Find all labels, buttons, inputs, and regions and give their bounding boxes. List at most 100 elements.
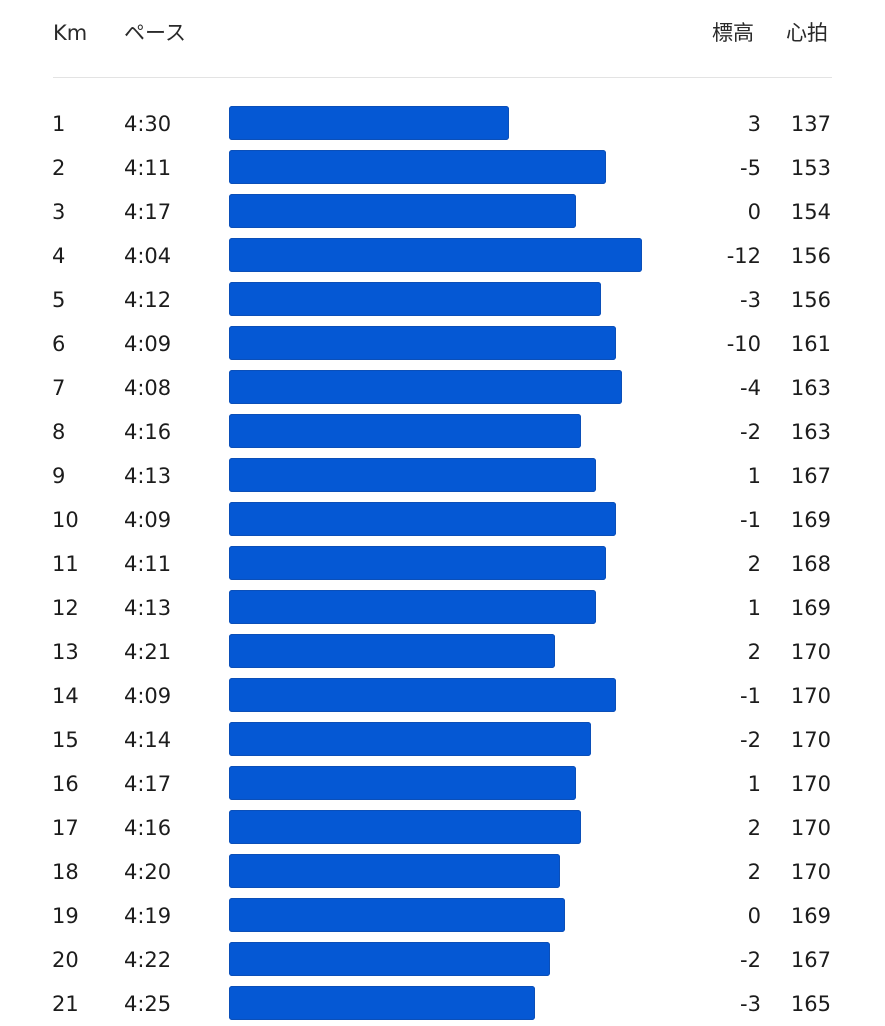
split-pace: 4:11 [124,552,172,576]
split-km: 1 [52,112,66,136]
pace-bar [229,986,535,1020]
split-row[interactable]: 7 4:08 -4 163 [0,366,885,410]
split-elevation: 2 [747,816,761,840]
split-row[interactable]: 13 4:21 2 170 [0,630,885,674]
pace-bar [229,414,581,448]
split-pace: 4:17 [124,200,172,224]
pace-bar [229,634,555,668]
split-pace: 4:25 [124,992,172,1016]
split-row[interactable]: 8 4:16 -2 163 [0,410,885,454]
pace-bar [229,678,616,712]
split-elevation: 2 [747,860,761,884]
split-heart-rate: 170 [790,860,831,884]
split-row[interactable]: 18 4:20 2 170 [0,850,885,894]
split-row[interactable]: 12 4:13 1 169 [0,586,885,630]
pace-bar [229,458,596,492]
split-km: 15 [52,728,79,752]
split-elevation: 1 [747,772,761,796]
split-elevation: -3 [740,288,761,312]
split-row[interactable]: 6 4:09 -10 161 [0,322,885,366]
pace-bar [229,722,591,756]
split-pace: 4:12 [124,288,172,312]
split-pace: 4:16 [124,420,172,444]
split-row[interactable]: 16 4:17 1 170 [0,762,885,806]
split-km: 7 [52,376,66,400]
split-row[interactable]: 21 4:25 -3 165 [0,982,885,1026]
split-heart-rate: 137 [790,112,831,136]
split-heart-rate: 168 [790,552,831,576]
split-elevation: 0 [747,200,761,224]
split-pace: 4:21 [124,640,172,664]
split-km: 10 [52,508,79,532]
pace-column-header: ペース [124,21,186,45]
split-elevation: -2 [740,420,761,444]
split-row[interactable]: 4 4:04 -12 156 [0,234,885,278]
split-pace: 4:14 [124,728,172,752]
split-row[interactable]: 17 4:16 2 170 [0,806,885,850]
split-elevation: -5 [740,156,761,180]
split-heart-rate: 169 [790,596,831,620]
split-heart-rate: 154 [790,200,831,224]
split-elevation: -1 [740,684,761,708]
split-heart-rate: 167 [790,464,831,488]
split-heart-rate: 156 [790,288,831,312]
splits-header: Km ペース 標高 心拍 [0,0,885,78]
split-km: 12 [52,596,79,620]
split-km: 9 [52,464,66,488]
split-km: 16 [52,772,79,796]
split-elevation: 3 [747,112,761,136]
split-elevation: -2 [740,948,761,972]
split-elevation: -4 [740,376,761,400]
pace-bar [229,194,576,228]
split-elevation: -1 [740,508,761,532]
split-row[interactable]: 2 4:11 -5 153 [0,146,885,190]
split-pace: 4:11 [124,156,172,180]
split-elevation: -2 [740,728,761,752]
split-row[interactable]: 3 4:17 0 154 [0,190,885,234]
split-row[interactable]: 14 4:09 -1 170 [0,674,885,718]
split-pace: 4:13 [124,464,172,488]
pace-bar [229,942,550,976]
split-heart-rate: 163 [790,420,831,444]
split-pace: 4:16 [124,816,172,840]
split-row[interactable]: 5 4:12 -3 156 [0,278,885,322]
pace-bar [229,766,576,800]
pace-bar [229,810,581,844]
split-pace: 4:09 [124,684,172,708]
split-pace: 4:13 [124,596,172,620]
pace-bar [229,106,509,140]
split-row[interactable]: 1 4:30 3 137 [0,102,885,146]
split-km: 4 [52,244,66,268]
split-heart-rate: 170 [790,728,831,752]
split-elevation: 0 [747,904,761,928]
split-heart-rate: 170 [790,816,831,840]
pace-bar [229,502,616,536]
split-row[interactable]: 20 4:22 -2 167 [0,938,885,982]
heart-rate-column-header: 心拍 [786,21,828,45]
split-heart-rate: 170 [790,772,831,796]
split-km: 2 [52,156,66,180]
header-divider [53,77,832,78]
split-km: 13 [52,640,79,664]
split-elevation: -3 [740,992,761,1016]
split-row[interactable]: 15 4:14 -2 170 [0,718,885,762]
split-pace: 4:17 [124,772,172,796]
km-column-header: Km [53,21,88,45]
split-row[interactable]: 11 4:11 2 168 [0,542,885,586]
split-elevation: 2 [747,552,761,576]
split-km: 21 [52,992,79,1016]
split-row[interactable]: 10 4:09 -1 169 [0,498,885,542]
split-km: 18 [52,860,79,884]
split-pace: 4:30 [124,112,172,136]
split-km: 11 [52,552,79,576]
split-km: 17 [52,816,79,840]
split-heart-rate: 153 [790,156,831,180]
split-row[interactable]: 9 4:13 1 167 [0,454,885,498]
split-km: 3 [52,200,66,224]
split-elevation: 1 [747,464,761,488]
split-heart-rate: 163 [790,376,831,400]
split-pace: 4:09 [124,332,172,356]
split-elevation: -12 [726,244,761,268]
pace-bar [229,370,622,404]
split-row[interactable]: 19 4:19 0 169 [0,894,885,938]
